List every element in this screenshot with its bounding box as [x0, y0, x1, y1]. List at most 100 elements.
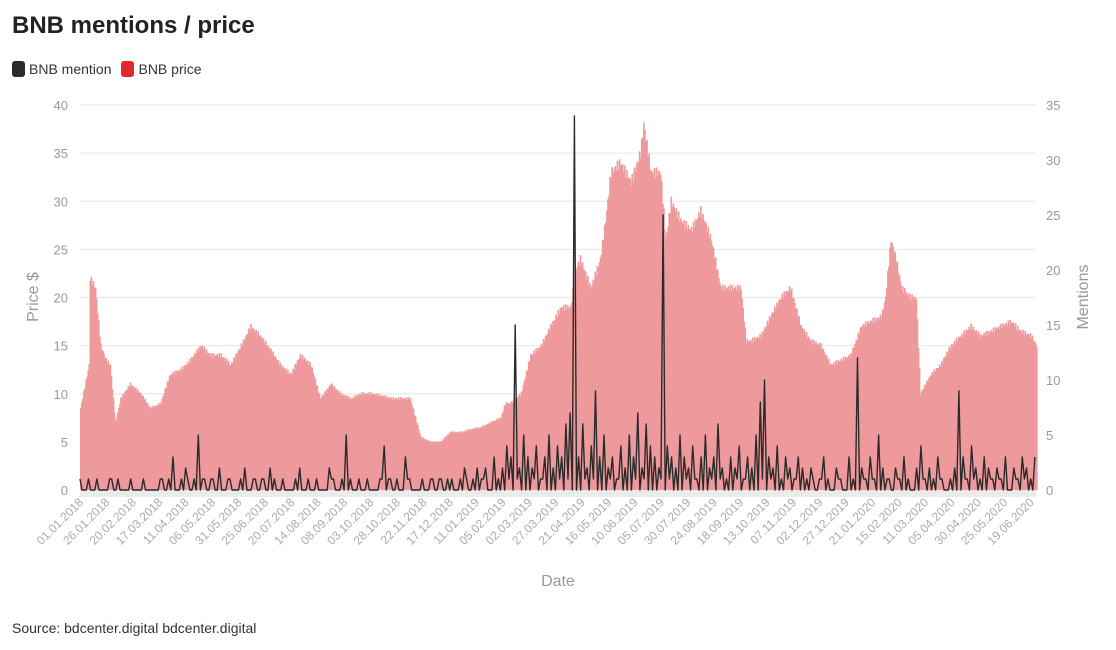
price-bar — [228, 364, 231, 490]
price-bar — [185, 364, 188, 490]
price-bar — [885, 288, 888, 490]
price-bar — [532, 354, 534, 490]
price-bar — [523, 380, 526, 490]
price-bar — [362, 395, 364, 490]
price-bar — [861, 325, 864, 490]
price-bar — [409, 397, 412, 490]
price-bar — [373, 394, 376, 490]
price-bar — [401, 399, 403, 490]
price-bar — [317, 392, 320, 490]
price-bar — [710, 240, 713, 490]
price-bar — [637, 163, 640, 490]
price-bar — [814, 344, 816, 490]
price-bar — [129, 382, 132, 490]
price-bar — [549, 331, 551, 490]
price-bar — [410, 402, 413, 490]
price-bar — [666, 231, 668, 490]
price-bar — [570, 305, 572, 490]
price-bar — [954, 343, 957, 490]
price-bar — [465, 431, 468, 490]
price-bar — [928, 377, 930, 490]
price-bar — [375, 393, 378, 490]
price-bar — [598, 262, 601, 490]
price-bar — [370, 392, 373, 490]
price-bar — [81, 402, 83, 490]
price-bar — [900, 290, 903, 490]
price-bar — [134, 387, 137, 490]
price-bar — [728, 290, 731, 490]
price-bar — [174, 370, 176, 490]
price-bar — [130, 386, 133, 490]
price-bar — [619, 165, 622, 490]
price-bar — [285, 372, 288, 490]
price-bar — [847, 355, 850, 490]
price-bar — [538, 347, 541, 490]
y-axis-left-ticks: 0 5 10 15 20 25 30 35 40 — [54, 98, 68, 498]
price-bar — [425, 439, 428, 490]
price-bar — [927, 381, 929, 490]
price-bar — [328, 387, 330, 490]
price-bar — [742, 307, 744, 490]
price-bar — [179, 368, 181, 490]
price-bar — [683, 220, 685, 491]
price-bar — [685, 220, 687, 491]
price-bar — [282, 367, 285, 490]
price-bar — [289, 372, 291, 490]
price-bar — [980, 334, 982, 490]
price-bar — [599, 257, 602, 490]
price-bar — [400, 397, 402, 490]
price-bar — [93, 287, 96, 490]
y-left-tick-label: 30 — [54, 194, 68, 209]
price-bar — [385, 395, 387, 490]
price-bar — [617, 170, 620, 490]
price-bar — [320, 397, 323, 490]
price-bar — [256, 335, 259, 490]
price-bar — [395, 398, 398, 490]
price-bar — [755, 339, 757, 490]
price-bar — [587, 275, 589, 490]
price-bar — [175, 373, 177, 490]
price-bar — [212, 357, 214, 490]
price-bar — [348, 396, 350, 490]
price-bar — [394, 398, 397, 490]
price-bar — [488, 422, 491, 490]
price-bar — [859, 327, 862, 490]
price-bar — [819, 347, 822, 490]
price-bar — [366, 393, 368, 490]
price-bar — [161, 398, 163, 490]
price-bar — [127, 385, 130, 490]
legend-item-price[interactable]: BNB price — [121, 61, 202, 77]
price-bar — [674, 211, 677, 490]
price-bar — [384, 398, 386, 490]
price-bar — [822, 348, 825, 490]
price-bar — [882, 308, 885, 490]
price-bar — [288, 374, 290, 490]
y-right-tick-label: 20 — [1046, 263, 1060, 278]
price-bar — [521, 390, 524, 490]
price-bar — [103, 353, 105, 490]
price-bar — [873, 322, 875, 490]
price-bar — [694, 219, 697, 490]
price-bar — [435, 442, 438, 490]
price-bar — [887, 271, 889, 490]
price-bar — [155, 405, 157, 490]
price-bar — [693, 227, 696, 491]
price-bar — [871, 323, 873, 490]
price-bar — [480, 428, 483, 490]
price-bar — [990, 329, 993, 490]
price-bar — [910, 300, 912, 490]
price-bar — [313, 376, 316, 490]
price-bar — [722, 284, 724, 490]
price-bar — [877, 317, 880, 490]
price-bar — [746, 338, 749, 490]
price-bar — [978, 337, 981, 490]
price-bar — [414, 416, 417, 490]
price-bar — [894, 251, 897, 490]
price-bar — [406, 400, 409, 490]
price-bar — [272, 351, 274, 490]
price-bar — [681, 221, 683, 490]
price-bar — [1029, 333, 1032, 490]
price-bar — [536, 351, 539, 490]
legend-item-mention[interactable]: BNB mention — [12, 61, 111, 77]
price-bar — [104, 358, 106, 490]
